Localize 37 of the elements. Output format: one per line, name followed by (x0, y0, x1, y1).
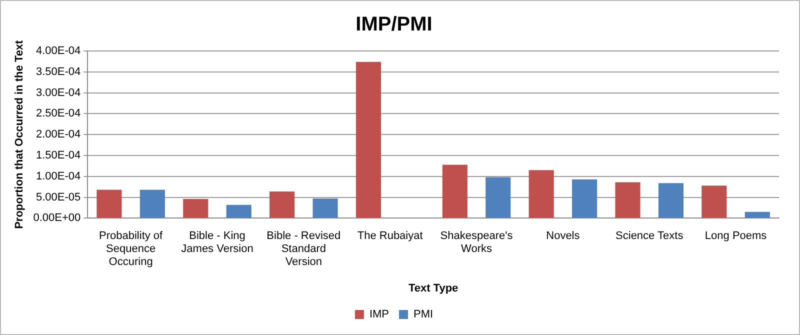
y-tick-label: 5.00E-05 (36, 191, 81, 204)
x-tick-label: Long Poems (704, 230, 768, 242)
bar (270, 191, 295, 218)
bar (183, 198, 208, 218)
x-tick-label: Science Texts (616, 230, 684, 242)
chart-title: IMP/PMI (356, 14, 432, 36)
bar (226, 204, 252, 218)
y-tick-label: 3.50E-04 (36, 66, 81, 78)
bar (442, 164, 468, 218)
bar (528, 170, 554, 218)
x-tick-label: Novels (546, 230, 580, 242)
y-tick-label: 2.50E-04 (36, 108, 81, 120)
x-tick-label: The Rubaiyat (357, 230, 423, 242)
bar (312, 198, 338, 218)
x-tick-label: Probability of Sequence Occuring (99, 230, 164, 268)
bar (486, 177, 511, 218)
legend-label: PMI (414, 308, 434, 321)
x-axis-title: Text Type (408, 282, 458, 294)
y-tick-label: 1.50E-04 (36, 150, 81, 162)
bar (140, 190, 165, 218)
bar (356, 62, 382, 218)
y-tick-label: 4.00E-04 (36, 45, 81, 58)
y-tick-label: 0.00E+00 (33, 212, 81, 224)
x-tick-label: Shakespeare's Works (440, 230, 514, 256)
bar (702, 186, 727, 218)
y-tick-label: 3.00E-04 (36, 86, 81, 99)
y-tick-label: 1.00E-04 (36, 170, 81, 182)
x-tick-label: Bible - King James Version (181, 230, 254, 256)
bar (658, 183, 684, 218)
y-tick-label: 2.00E-04 (36, 128, 81, 141)
legend-label: IMP (369, 308, 390, 321)
x-tick-label: Bible - Revised Standard Version (266, 230, 341, 268)
bar (615, 182, 640, 218)
bar (572, 179, 598, 218)
bar (96, 190, 122, 218)
y-axis-title: Proportion that Occurred in the Text (14, 40, 26, 229)
bar (744, 212, 770, 218)
